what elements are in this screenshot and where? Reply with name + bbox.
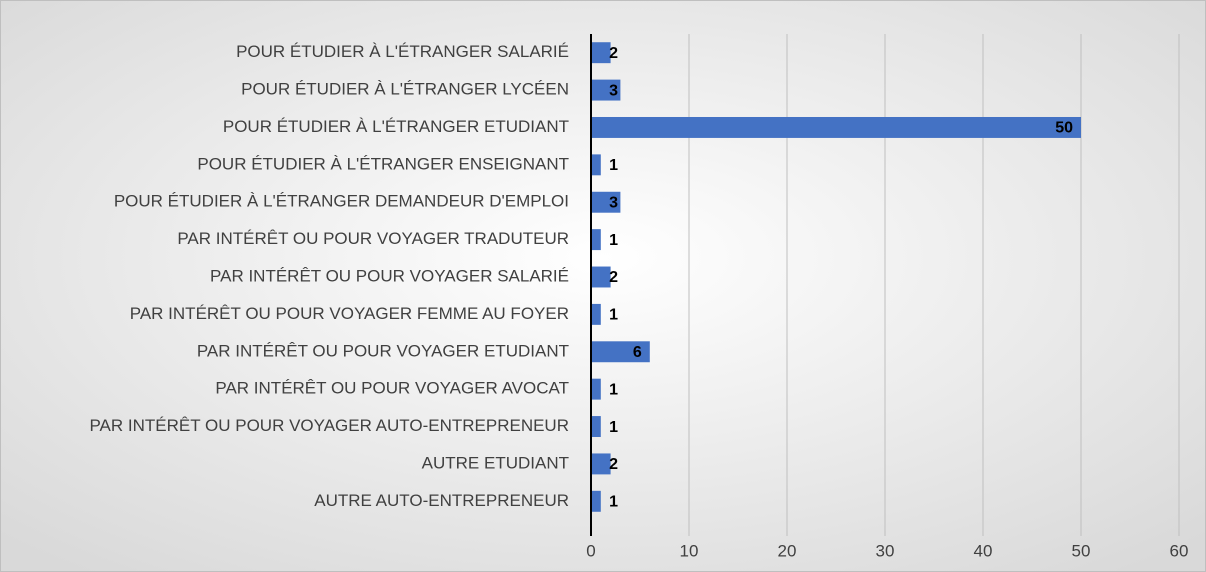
y-tick-label: POUR ÉTUDIER À L'ÉTRANGER LYCÉEN — [241, 80, 569, 99]
value-label: 2 — [609, 456, 618, 473]
value-label: 2 — [609, 269, 618, 286]
value-label: 2 — [609, 45, 618, 62]
bar — [591, 378, 601, 400]
bar — [591, 416, 601, 438]
y-tick-label: AUTRE ETUDIANT — [422, 453, 569, 472]
value-label: 1 — [609, 232, 618, 249]
y-tick-label: POUR ÉTUDIER À L'ÉTRANGER ETUDIANT — [223, 117, 569, 136]
x-tick-label: 20 — [778, 541, 797, 560]
value-label: 1 — [609, 157, 618, 174]
value-label: 3 — [609, 194, 618, 211]
value-label: 1 — [609, 307, 618, 324]
x-tick-label: 30 — [876, 541, 895, 560]
y-tick-label: PAR INTÉRÊT OU POUR VOYAGER FEMME AU FOY… — [130, 304, 569, 323]
x-tick-label: 40 — [974, 541, 993, 560]
y-tick-label: POUR ÉTUDIER À L'ÉTRANGER SALARIÉ — [236, 42, 569, 61]
value-label: 6 — [633, 344, 642, 361]
x-tick-label: 50 — [1072, 541, 1091, 560]
y-tick-label: POUR ÉTUDIER À L'ÉTRANGER DEMANDEUR D'EM… — [114, 192, 569, 211]
y-tick-label: PAR INTÉRÊT OU POUR VOYAGER SALARIÉ — [210, 266, 569, 285]
bar — [591, 490, 601, 512]
bar — [591, 453, 611, 475]
value-label: 50 — [1055, 120, 1073, 137]
x-tick-label: 0 — [586, 541, 595, 560]
y-tick-label: POUR ÉTUDIER À L'ÉTRANGER ENSEIGNANT — [197, 154, 569, 173]
y-tick-label: PAR INTÉRÊT OU POUR VOYAGER ETUDIANT — [197, 341, 569, 360]
y-tick-label: PAR INTÉRÊT OU POUR VOYAGER TRADUTEUR — [177, 229, 569, 248]
bar — [591, 229, 601, 251]
bar — [591, 191, 621, 213]
bar — [591, 42, 611, 64]
y-tick-label: PAR INTÉRÊT OU POUR VOYAGER AUTO-ENTREPR… — [89, 416, 569, 435]
x-tick-label: 60 — [1170, 541, 1189, 560]
bar — [591, 116, 1081, 138]
bar — [591, 79, 621, 101]
value-label: 3 — [609, 82, 618, 99]
bar — [591, 266, 611, 288]
bar — [591, 303, 601, 325]
y-tick-label: PAR INTÉRÊT OU POUR VOYAGER AVOCAT — [215, 379, 569, 398]
value-label: 1 — [609, 381, 618, 398]
bar — [591, 154, 601, 176]
x-tick-label: 10 — [680, 541, 699, 560]
bar — [591, 341, 650, 363]
value-label: 1 — [609, 494, 618, 511]
y-tick-label: AUTRE AUTO-ENTREPRENEUR — [314, 491, 569, 510]
value-label: 1 — [609, 419, 618, 436]
